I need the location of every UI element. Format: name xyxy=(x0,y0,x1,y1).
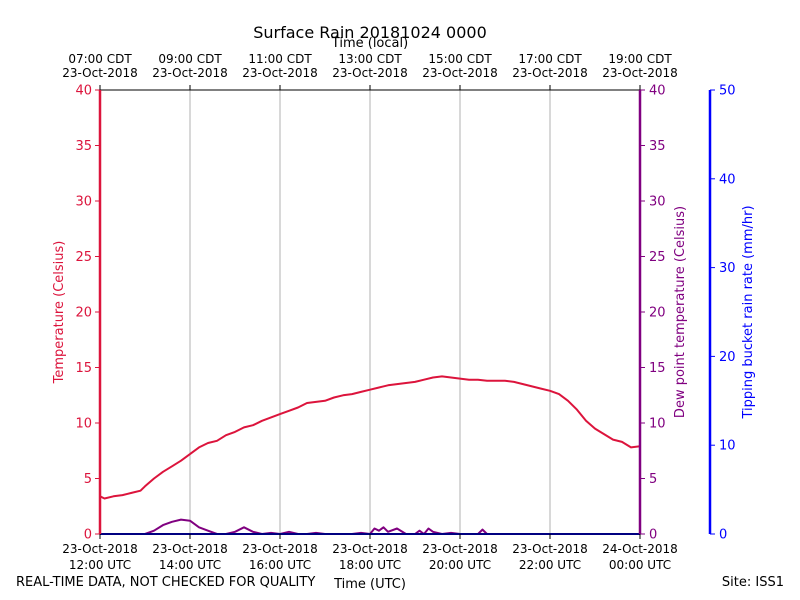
tick-label-bottom-date: 23-Oct-2018 xyxy=(332,542,408,556)
tick-label-right: 10 xyxy=(649,417,666,432)
tick-label-top-time: 07:00 CDT xyxy=(68,52,132,66)
tick-label-right: 5 xyxy=(649,472,657,487)
x-axis-label: Time (UTC) xyxy=(333,577,406,592)
tick-label-bottom-date: 24-Oct-2018 xyxy=(602,542,678,556)
tick-label-far-right: 50 xyxy=(719,84,736,99)
footer-quality-note: REAL-TIME DATA, NOT CHECKED FOR QUALITY xyxy=(16,575,316,590)
tick-label-bottom-time: 12:00 UTC xyxy=(69,558,131,572)
tick-label-bottom-time: 16:00 UTC xyxy=(249,558,311,572)
tick-label-left: 15 xyxy=(75,361,92,376)
tick-label-bottom-time: 22:00 UTC xyxy=(519,558,581,572)
tick-label-left: 20 xyxy=(75,306,92,321)
tick-label-top-time: 17:00 CDT xyxy=(518,52,582,66)
tick-label-bottom-time: 00:00 UTC xyxy=(609,558,671,572)
tick-label-far-right: 30 xyxy=(719,261,736,276)
tick-label-top-time: 15:00 CDT xyxy=(428,52,492,66)
tick-label-top-date: 23-Oct-2018 xyxy=(602,66,678,80)
axes-layer: 0 5 10 15 20 25 30 35 40 0 5 10 15 20 25 30 35 40 0 10 20 30 4… xyxy=(62,52,735,572)
y-axis-right-label: Dew point temperature (Celsius) xyxy=(673,206,688,418)
tick-label-top-time: 11:00 CDT xyxy=(248,52,312,66)
tick-label-right: 25 xyxy=(649,250,666,265)
top-axis-label: Time (local) xyxy=(331,36,408,51)
tick-label-left: 40 xyxy=(75,84,92,99)
tick-label-left: 30 xyxy=(75,195,92,210)
tick-label-bottom-date: 23-Oct-2018 xyxy=(242,542,318,556)
footer-site: Site: ISS1 xyxy=(721,575,784,590)
tick-label-bottom-time: 14:00 UTC xyxy=(159,558,221,572)
tick-label-far-right: 40 xyxy=(719,172,736,187)
chart-title: Surface Rain 20181024 0000 xyxy=(253,23,487,42)
y-axis-far-right-label: Tipping bucket rain rate (mm/hr) xyxy=(741,205,756,419)
tick-label-top-date: 23-Oct-2018 xyxy=(242,66,318,80)
tick-label-far-right: 0 xyxy=(719,528,727,543)
tick-label-right: 0 xyxy=(649,528,657,543)
tick-label-top-date: 23-Oct-2018 xyxy=(422,66,498,80)
tick-label-bottom-date: 23-Oct-2018 xyxy=(422,542,498,556)
tick-label-top-time: 19:00 CDT xyxy=(608,52,672,66)
tick-label-bottom-date: 23-Oct-2018 xyxy=(152,542,228,556)
tick-label-left: 0 xyxy=(84,528,92,543)
tick-label-left: 35 xyxy=(75,139,92,154)
tick-label-bottom-date: 23-Oct-2018 xyxy=(512,542,588,556)
tick-label-right: 15 xyxy=(649,361,666,376)
tick-label-right: 20 xyxy=(649,306,666,321)
tick-label-top-time: 09:00 CDT xyxy=(158,52,222,66)
series-line-temperature xyxy=(99,375,641,500)
tick-label-bottom-date: 23-Oct-2018 xyxy=(62,542,138,556)
tick-label-top-date: 23-Oct-2018 xyxy=(332,66,408,80)
tick-label-bottom-time: 20:00 UTC xyxy=(429,558,491,572)
tick-label-right: 40 xyxy=(649,84,666,99)
tick-label-far-right: 10 xyxy=(719,439,736,454)
tick-label-left: 25 xyxy=(75,250,92,265)
y-axis-left-label: Temperature (Celsius) xyxy=(52,241,67,385)
tick-label-left: 10 xyxy=(75,417,92,432)
tick-label-left: 5 xyxy=(84,472,92,487)
tick-label-far-right: 20 xyxy=(719,350,736,365)
tick-label-right: 30 xyxy=(649,195,666,210)
tick-label-top-date: 23-Oct-2018 xyxy=(62,66,138,80)
tick-label-bottom-time: 18:00 UTC xyxy=(339,558,401,572)
tick-label-top-time: 13:00 CDT xyxy=(338,52,402,66)
grid xyxy=(189,90,551,534)
tick-label-top-date: 23-Oct-2018 xyxy=(152,66,228,80)
tick-label-top-date: 23-Oct-2018 xyxy=(512,66,588,80)
tick-label-right: 35 xyxy=(649,139,666,154)
